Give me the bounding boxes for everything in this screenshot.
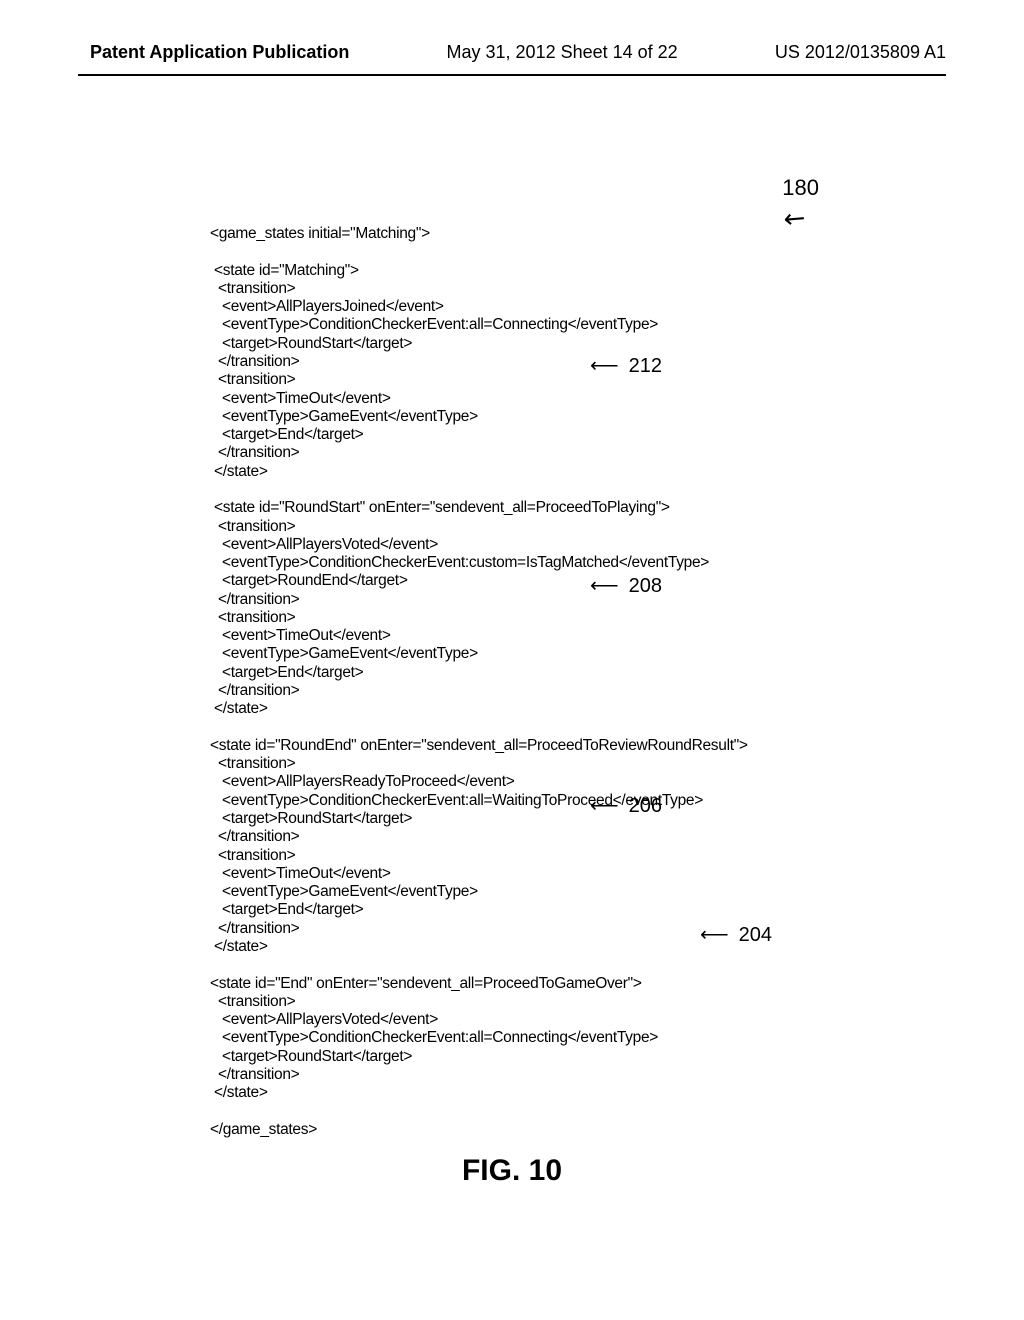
code-line: <target>RoundStart</target> — [222, 335, 412, 352]
header-row: Patent Application Publication May 31, 2… — [0, 42, 1024, 63]
code-line: <state id="End" onEnter="sendevent_all=P… — [210, 975, 642, 992]
ref-208: ⟵ 208 — [590, 573, 662, 598]
code-line: <transition> — [218, 993, 295, 1010]
code-line: </transition> — [218, 828, 299, 845]
header-divider — [78, 74, 946, 76]
code-line: <game_states initial="Matching"> — [210, 225, 430, 242]
code-line: <eventType>GameEvent</eventType> — [222, 408, 478, 425]
header-publication: Patent Application Publication — [90, 42, 349, 63]
leader-arrow-icon: ⟵ — [590, 793, 619, 818]
code-line: </transition> — [218, 920, 299, 937]
ref-180-arrow-icon: ↙ — [777, 200, 814, 238]
ref-204: ⟵ 204 — [700, 922, 772, 947]
code-line: <transition> — [218, 847, 295, 864]
code-line: <target>RoundStart</target> — [222, 1048, 412, 1065]
leader-arrow-icon: ⟵ — [590, 573, 619, 598]
code-line: <state id="Matching"> — [214, 262, 359, 279]
code-line: <event>AllPlayersJoined</event> — [222, 298, 444, 315]
xml-code-listing: <game_states initial="Matching"> <state … — [210, 225, 748, 1139]
code-line: <event>TimeOut</event> — [222, 865, 391, 882]
leader-arrow-icon: ⟵ — [700, 922, 729, 947]
code-line: <event>AllPlayersVoted</event> — [222, 1011, 438, 1028]
code-line: <target>End</target> — [222, 426, 363, 443]
code-line: <state id="RoundEnd" onEnter="sendevent_… — [210, 737, 748, 754]
code-line: <eventType>GameEvent</eventType> — [222, 883, 478, 900]
code-line: <transition> — [218, 371, 295, 388]
code-line: <eventType>ConditionCheckerEvent:all=Con… — [222, 316, 658, 333]
code-line: <eventType>GameEvent</eventType> — [222, 645, 478, 662]
code-line: </state> — [214, 938, 268, 955]
code-line: </transition> — [218, 353, 299, 370]
code-line: <target>End</target> — [222, 664, 363, 681]
code-line: <target>RoundEnd</target> — [222, 572, 408, 589]
code-line: <state id="RoundStart" onEnter="sendeven… — [214, 499, 670, 516]
ref-212: ⟵ 212 — [590, 353, 662, 378]
ref-208-num: 208 — [629, 575, 662, 597]
code-line: <transition> — [218, 280, 295, 297]
code-line: <event>AllPlayersReadyToProceed</event> — [222, 773, 514, 790]
header-date-sheet: May 31, 2012 Sheet 14 of 22 — [447, 42, 678, 63]
figure-caption: FIG. 10 — [0, 1154, 1024, 1188]
ref-212-num: 212 — [629, 355, 662, 377]
code-line: </state> — [214, 700, 268, 717]
code-line: </transition> — [218, 444, 299, 461]
leader-arrow-icon: ⟵ — [590, 353, 619, 378]
code-line: <event>AllPlayersVoted</event> — [222, 536, 438, 553]
code-line: <target>End</target> — [222, 901, 363, 918]
code-line: <event>TimeOut</event> — [222, 627, 391, 644]
code-line: <eventType>ConditionCheckerEvent:all=Con… — [222, 1029, 658, 1046]
code-line: <transition> — [218, 609, 295, 626]
code-line: </transition> — [218, 1066, 299, 1083]
ref-206: ⟵ 206 — [590, 793, 662, 818]
ref-180: 180 — [782, 175, 819, 201]
code-line: </game_states> — [210, 1121, 317, 1138]
code-line: <transition> — [218, 518, 295, 535]
code-line: <eventType>ConditionCheckerEvent:custom=… — [222, 554, 709, 571]
code-line: <target>RoundStart</target> — [222, 810, 412, 827]
header-pubnum: US 2012/0135809 A1 — [775, 42, 946, 63]
code-line: </state> — [214, 463, 268, 480]
code-line: <event>TimeOut</event> — [222, 390, 391, 407]
ref-206-num: 206 — [629, 795, 662, 817]
code-line: </transition> — [218, 682, 299, 699]
code-line: </state> — [214, 1084, 268, 1101]
code-line: <transition> — [218, 755, 295, 772]
code-line: </transition> — [218, 591, 299, 608]
ref-204-num: 204 — [739, 924, 772, 946]
